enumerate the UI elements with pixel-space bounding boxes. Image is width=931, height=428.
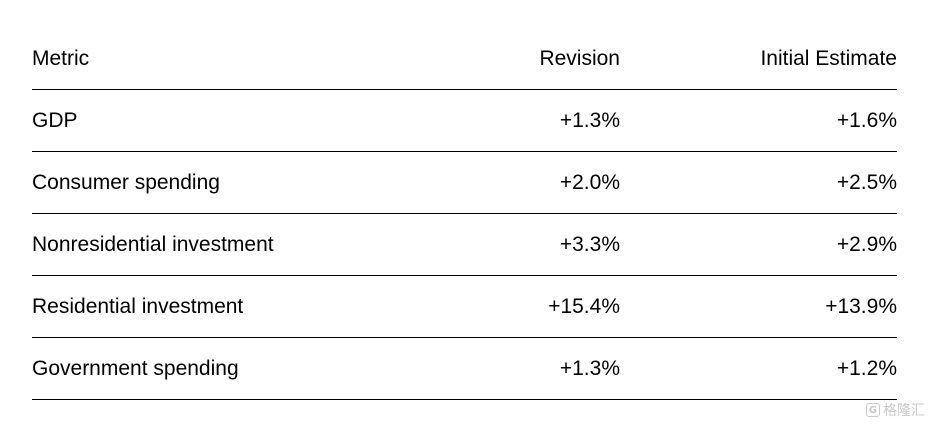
- initial-estimate-cell: +2.9%: [836, 233, 897, 256]
- table-row: Residential investment +15.4% +13.9%: [32, 276, 897, 338]
- revision-cell: +15.4%: [548, 295, 620, 318]
- initial-estimate-cell: +2.5%: [836, 171, 897, 194]
- table-header-row: Metric Revision Initial Estimate: [32, 27, 897, 90]
- metric-cell: Nonresidential investment: [32, 233, 274, 256]
- gelonghui-logo-icon: G: [866, 403, 880, 417]
- header-initial-estimate: Initial Estimate: [760, 46, 897, 70]
- initial-estimate-cell: +13.9%: [825, 295, 897, 318]
- data-table: Metric Revision Initial Estimate GDP +1.…: [32, 27, 897, 400]
- initial-estimate-cell: +1.6%: [836, 109, 897, 132]
- watermark-text: 格隆汇: [883, 403, 925, 419]
- metric-cell: Residential investment: [32, 295, 244, 318]
- watermark: G 格隆汇: [866, 400, 925, 420]
- table-row: GDP +1.3% +1.6%: [32, 90, 897, 152]
- metric-cell: Government spending: [32, 357, 239, 380]
- header-revision: Revision: [539, 46, 620, 70]
- header-metric: Metric: [32, 46, 90, 70]
- table-row: Government spending +1.3% +1.2%: [32, 338, 897, 400]
- revision-cell: +3.3%: [559, 233, 620, 256]
- metric-cell: Consumer spending: [32, 171, 220, 194]
- metric-cell: GDP: [32, 109, 78, 132]
- revision-cell: +1.3%: [559, 109, 620, 132]
- table-row: Nonresidential investment +3.3% +2.9%: [32, 214, 897, 276]
- table-row: Consumer spending +2.0% +2.5%: [32, 152, 897, 214]
- initial-estimate-cell: +1.2%: [836, 357, 897, 380]
- revision-cell: +2.0%: [559, 171, 620, 194]
- revision-cell: +1.3%: [559, 357, 620, 380]
